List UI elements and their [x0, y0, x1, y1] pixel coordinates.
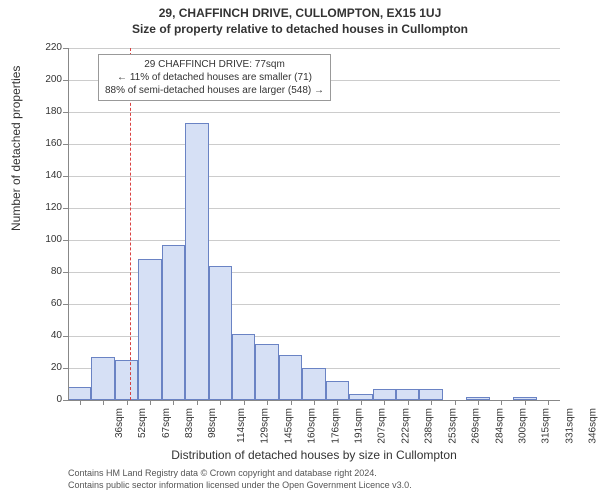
grid-line	[68, 176, 560, 177]
x-tick-label: 114sqm	[236, 408, 247, 443]
x-tick-label: 331sqm	[564, 408, 575, 444]
annotation-line: 29 CHAFFINCH DRIVE: 77sqm	[105, 58, 324, 71]
y-tick-label: 0	[36, 394, 62, 405]
histogram-bar	[302, 368, 325, 400]
histogram-bar	[419, 389, 442, 400]
grid-line	[68, 112, 560, 113]
histogram-bar	[232, 334, 255, 400]
histogram-bar	[115, 360, 138, 400]
x-tick-label: 176sqm	[330, 408, 341, 444]
x-tick-label: 160sqm	[307, 408, 318, 444]
histogram-bar	[255, 344, 278, 400]
y-tick-label: 80	[36, 266, 62, 277]
x-tick-label: 222sqm	[400, 408, 411, 444]
footer-line-1: Contains HM Land Registry data © Crown c…	[68, 468, 412, 480]
y-tick-label: 60	[36, 298, 62, 309]
y-tick-label: 140	[36, 170, 62, 181]
x-tick-label: 98sqm	[207, 408, 218, 438]
y-tick-label: 160	[36, 138, 62, 149]
y-tick-label: 100	[36, 234, 62, 245]
y-axis-label: Number of detached properties	[9, 215, 23, 231]
annotation-line: ← 11% of detached houses are smaller (71…	[105, 71, 324, 84]
histogram-bar	[373, 389, 396, 400]
x-tick-label: 238sqm	[424, 408, 435, 444]
x-tick-label: 253sqm	[447, 408, 458, 444]
histogram-bar	[209, 266, 232, 400]
y-tick-label: 180	[36, 106, 62, 117]
page-title-1: 29, CHAFFINCH DRIVE, CULLOMPTON, EX15 1U…	[0, 0, 600, 20]
grid-line	[68, 48, 560, 49]
grid-line	[68, 208, 560, 209]
histogram-bar	[326, 381, 349, 400]
histogram-bar	[162, 245, 185, 400]
grid-line	[68, 144, 560, 145]
x-tick-label: 346sqm	[588, 408, 599, 444]
x-axis-label: Distribution of detached houses by size …	[68, 448, 560, 462]
y-tick-label: 120	[36, 202, 62, 213]
x-tick-label: 300sqm	[518, 408, 529, 444]
x-tick-label: 36sqm	[114, 408, 125, 438]
footer-attribution: Contains HM Land Registry data © Crown c…	[68, 468, 412, 491]
x-tick-label: 145sqm	[283, 408, 294, 444]
histogram-bar	[68, 387, 91, 400]
x-tick-label: 191sqm	[354, 408, 365, 444]
x-tick-label: 52sqm	[137, 408, 148, 438]
x-tick-label: 129sqm	[260, 408, 271, 444]
histogram-bar	[185, 123, 208, 400]
x-axis-line	[68, 400, 560, 401]
y-axis-line	[68, 48, 69, 400]
histogram-bar	[91, 357, 114, 400]
y-tick-label: 200	[36, 74, 62, 85]
grid-line	[68, 240, 560, 241]
histogram-bar	[138, 259, 161, 400]
x-tick-label: 269sqm	[471, 408, 482, 444]
y-tick-label: 20	[36, 362, 62, 373]
x-tick-label: 207sqm	[377, 408, 388, 444]
histogram-bar	[279, 355, 302, 400]
y-tick-label: 40	[36, 330, 62, 341]
x-tick-label: 83sqm	[184, 408, 195, 438]
annotation-box: 29 CHAFFINCH DRIVE: 77sqm← 11% of detach…	[98, 54, 331, 101]
histogram-chart: 02040608010012014016018020022036sqm52sqm…	[68, 48, 560, 400]
y-tick-label: 220	[36, 42, 62, 53]
page-title-2: Size of property relative to detached ho…	[0, 20, 600, 36]
annotation-line: 88% of semi-detached houses are larger (…	[105, 84, 324, 97]
x-tick-label: 67sqm	[161, 408, 172, 438]
x-tick-label: 315sqm	[541, 408, 552, 444]
x-tick-label: 284sqm	[494, 408, 505, 444]
histogram-bar	[396, 389, 419, 400]
footer-line-2: Contains public sector information licen…	[68, 480, 412, 492]
